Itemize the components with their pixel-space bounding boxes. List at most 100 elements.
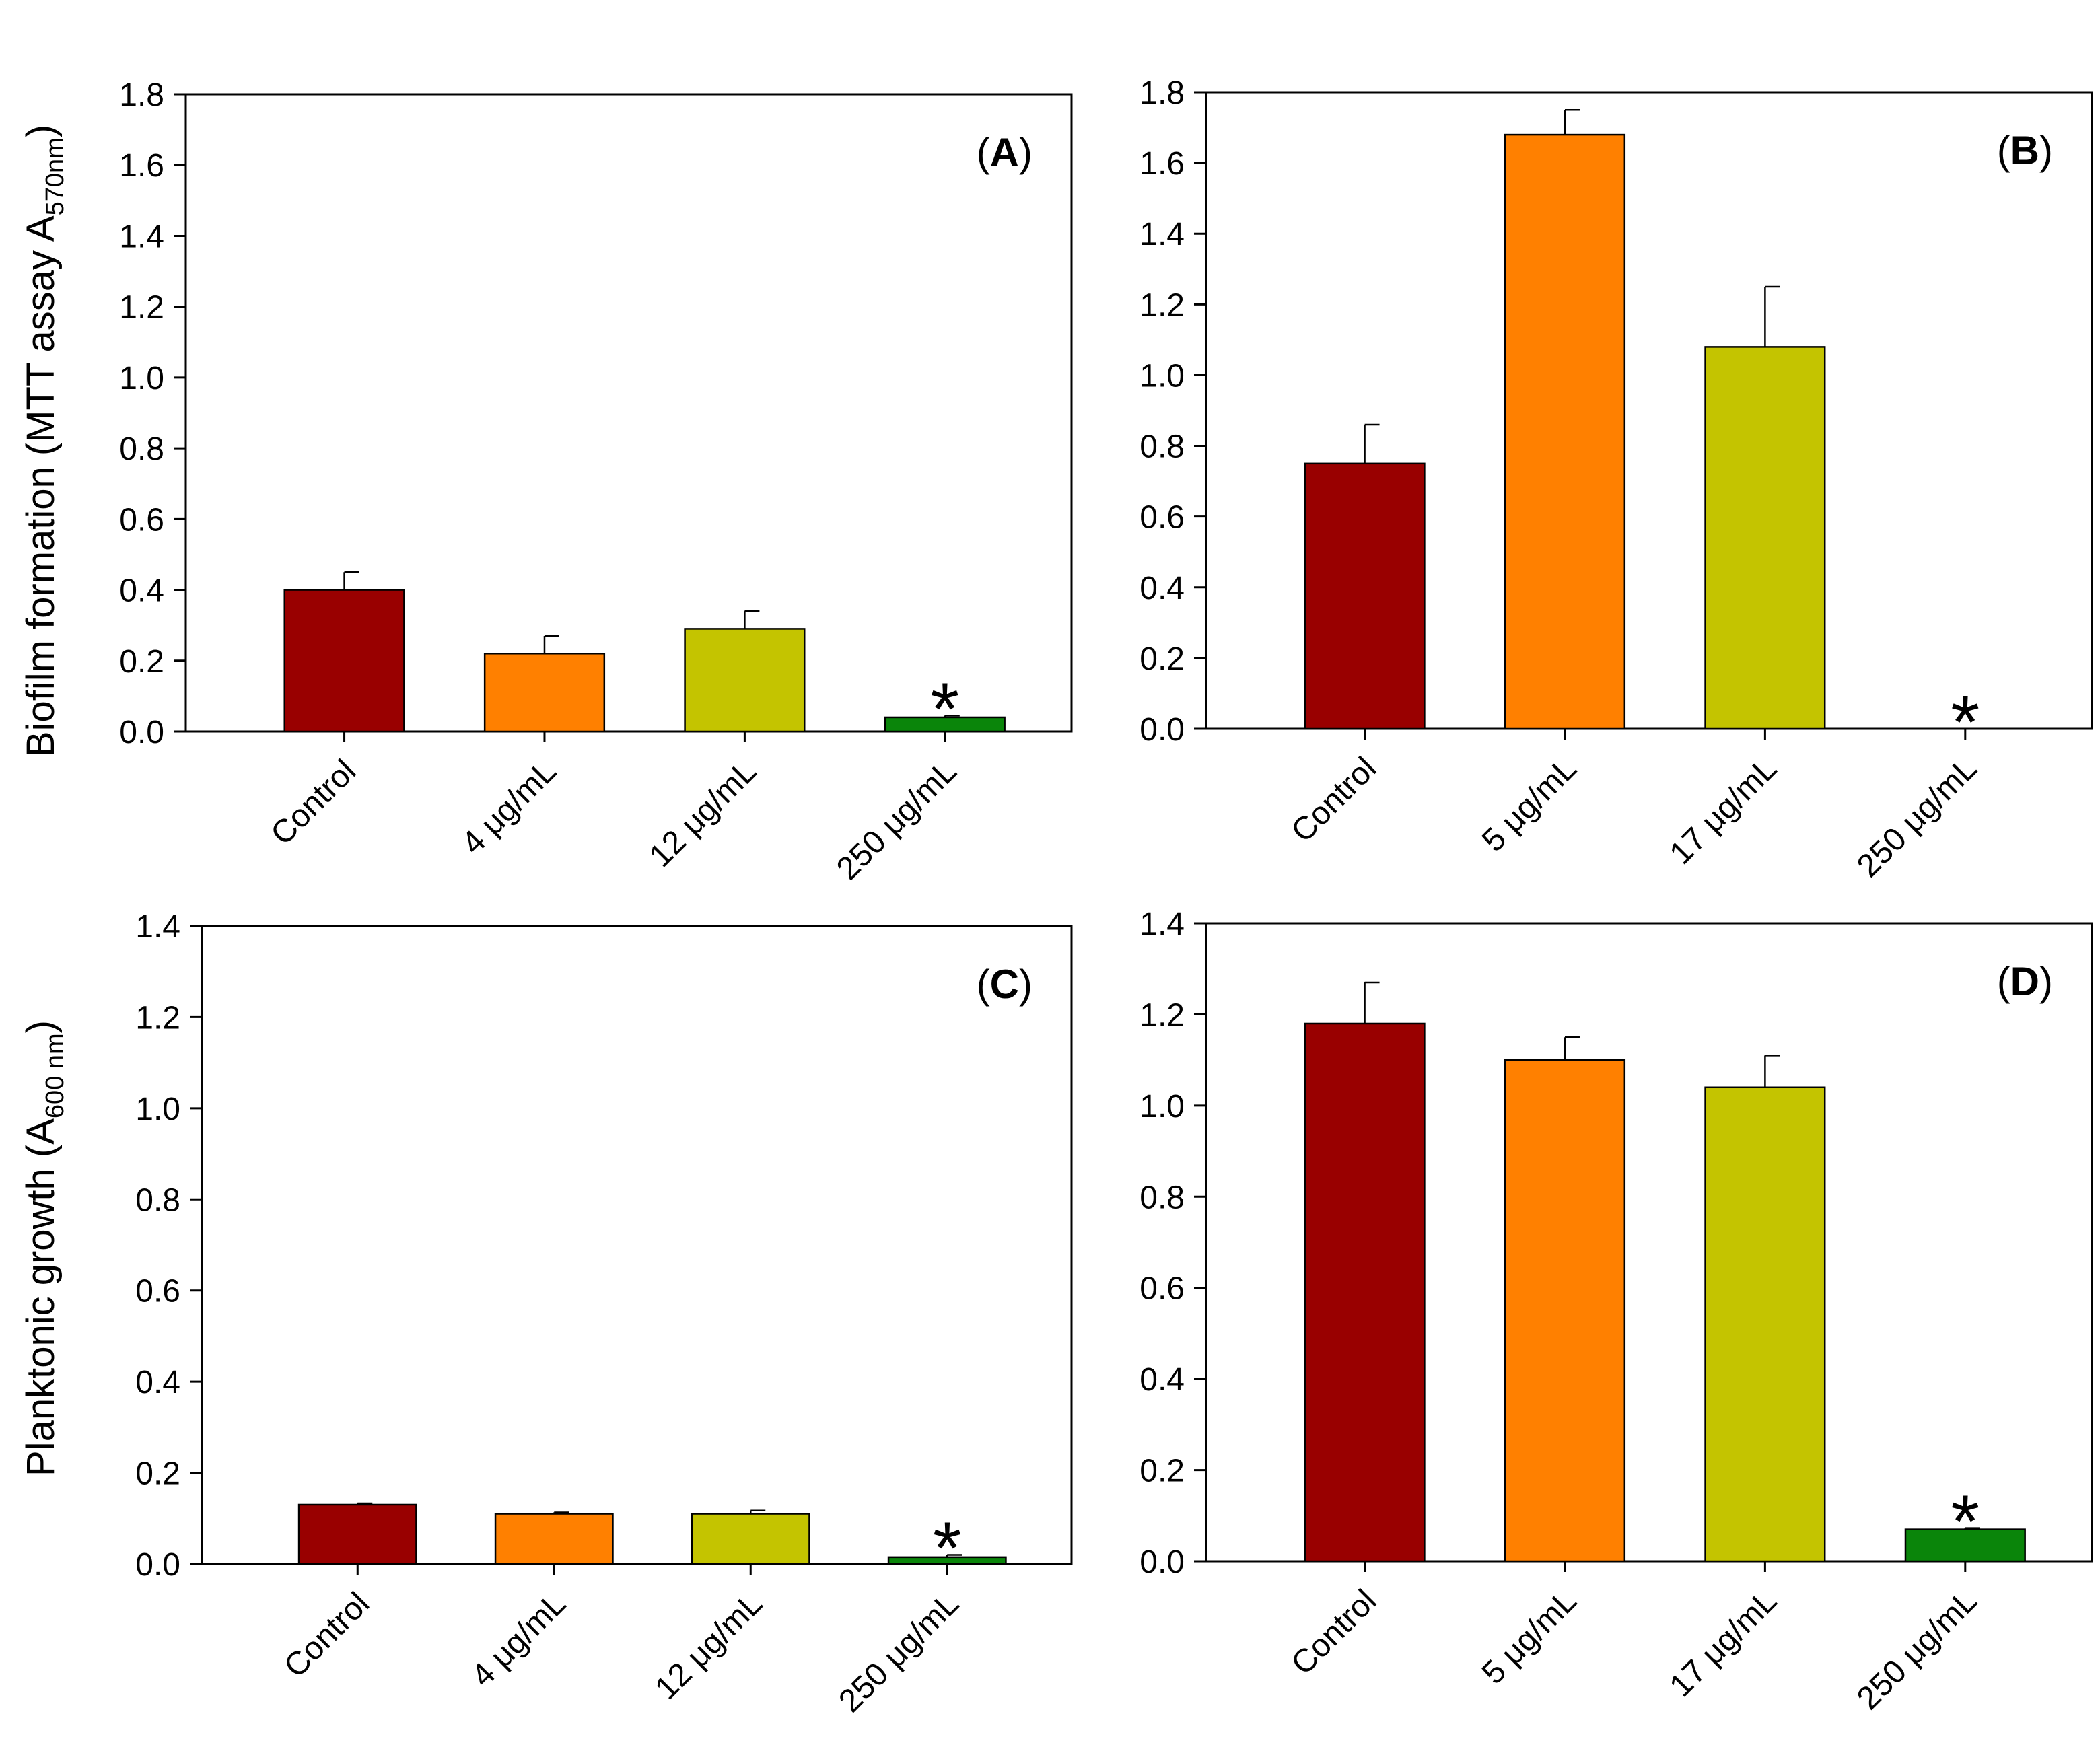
y-axis-label-planktonic-sub: 600 nm bbox=[41, 1033, 69, 1118]
y-tick-label-c: 0.8 bbox=[135, 1182, 180, 1218]
bar-b-2 bbox=[1504, 133, 1626, 730]
x-category-label-c-1: Control bbox=[277, 1585, 376, 1684]
y-tick-label-b: 1.2 bbox=[1140, 287, 1185, 323]
y-tick-label-a: 0.6 bbox=[119, 502, 164, 538]
y-tick-label-c: 0.0 bbox=[135, 1547, 180, 1583]
y-tick-label-a: 0.8 bbox=[119, 431, 164, 467]
panel-label-letter-c: C bbox=[990, 962, 1019, 1007]
panel-label-close-c: ) bbox=[1019, 962, 1032, 1007]
panel-label-open-c: ( bbox=[977, 962, 990, 1007]
x-category-label-a-3: 12 μg/mL bbox=[643, 753, 764, 874]
y-axis-label-biofilm-close: ) bbox=[19, 124, 63, 137]
panel-label-a: (A) bbox=[977, 130, 1032, 175]
y-tick-label-c: 1.0 bbox=[135, 1092, 180, 1127]
panel-label-open-a: ( bbox=[977, 130, 990, 175]
x-category-label-c-2: 4 μg/mL bbox=[464, 1585, 573, 1694]
y-tick-label-b: 0.8 bbox=[1140, 429, 1185, 465]
x-category-label-c-3: 12 μg/mL bbox=[648, 1585, 769, 1707]
bar-c-3 bbox=[691, 1513, 810, 1565]
panel-a: 0.0 0.2 0.4 0.6 0.8 1.0 1.2 1.4 1.6 1.8 Control 4 μ… bbox=[119, 77, 1073, 887]
x-category-label-d-1: Control bbox=[1284, 1583, 1383, 1682]
y-tick-label-c: 0.6 bbox=[135, 1274, 180, 1310]
panel-label-letter-d: D bbox=[2010, 959, 2039, 1004]
y-axis-label-planktonic-main: Planktonic growth (A bbox=[19, 1118, 63, 1476]
x-category-label-b-1: Control bbox=[1284, 750, 1383, 849]
y-tick-label-d: 0.2 bbox=[1140, 1454, 1185, 1489]
y-tick-label-b: 0.0 bbox=[1140, 712, 1185, 748]
bar-a-2 bbox=[483, 653, 606, 733]
y-tick-label-a: 1.0 bbox=[119, 361, 164, 396]
y-axis-label-biofilm-main: Biofilm formation (MTT assay A bbox=[19, 215, 63, 757]
y-tick-label-b: 0.4 bbox=[1140, 571, 1185, 606]
plot-frame-a bbox=[184, 93, 1073, 733]
bar-d-3 bbox=[1704, 1086, 1826, 1563]
y-tick-label-d: 0.6 bbox=[1140, 1271, 1185, 1307]
panel-label-close-d: ) bbox=[2039, 959, 2053, 1004]
y-tick-label-a: 1.4 bbox=[119, 219, 164, 254]
y-tick-label-d: 0.4 bbox=[1140, 1362, 1185, 1398]
panel-label-close-b: ) bbox=[2039, 128, 2053, 173]
x-category-label-d-4: 250 μg/mL bbox=[1850, 1583, 1984, 1717]
bar-d-1 bbox=[1304, 1022, 1426, 1563]
y-tick-label-b: 1.6 bbox=[1140, 146, 1185, 182]
y-tick-label-a: 1.8 bbox=[119, 77, 164, 113]
panel-label-letter-b: B bbox=[2010, 128, 2039, 173]
y-tick-label-d: 1.2 bbox=[1140, 997, 1185, 1033]
panel-label-close-a: ) bbox=[1019, 130, 1032, 175]
panel-label-b: (B) bbox=[1997, 128, 2053, 173]
x-category-label-b-3: 17 μg/mL bbox=[1663, 750, 1784, 871]
x-category-label-a-1: Control bbox=[264, 753, 363, 852]
significance-marker-a: * bbox=[930, 668, 959, 750]
bar-c-1 bbox=[298, 1503, 417, 1565]
y-tick-label-a: 0.2 bbox=[119, 644, 164, 680]
y-tick-label-a: 1.6 bbox=[119, 148, 164, 184]
y-tick-label-d: 1.0 bbox=[1140, 1089, 1185, 1124]
y-axis-label-biofilm-sub: 570nm bbox=[41, 137, 69, 215]
panel-b: 0.0 0.2 0.4 0.6 0.8 1.0 1.2 1.4 1.6 1.8 Control 5 μ… bbox=[1140, 75, 2093, 884]
y-tick-label-b: 1.0 bbox=[1140, 358, 1185, 394]
y-tick-label-c: 0.4 bbox=[135, 1365, 180, 1400]
y-tick-label-c: 0.2 bbox=[135, 1456, 180, 1492]
y-tick-label-c: 1.4 bbox=[135, 909, 180, 945]
y-tick-label-d: 1.4 bbox=[1140, 906, 1185, 942]
panel-label-letter-a: A bbox=[990, 130, 1019, 175]
x-category-label-b-4: 250 μg/mL bbox=[1850, 750, 1984, 884]
panel-label-open-b: ( bbox=[1997, 128, 2010, 173]
y-tick-label-b: 1.8 bbox=[1140, 75, 1185, 111]
y-tick-label-c: 1.2 bbox=[135, 1000, 180, 1036]
y-tick-label-d: 0.8 bbox=[1140, 1180, 1185, 1215]
bar-a-1 bbox=[283, 589, 405, 733]
significance-marker-c: * bbox=[933, 1507, 962, 1589]
panel-c: 0.0 0.2 0.4 0.6 0.8 1.0 1.2 1.4 Control 4 μg/mL 12… bbox=[135, 909, 1073, 1719]
y-axis-label-planktonic: Planktonic growth (A600 nm) bbox=[19, 1020, 69, 1476]
bar-b-3 bbox=[1704, 346, 1826, 730]
y-tick-label-b: 0.6 bbox=[1140, 500, 1185, 536]
bar-d-2 bbox=[1504, 1059, 1626, 1563]
plot-frame-b bbox=[1205, 91, 2093, 730]
bar-c-2 bbox=[494, 1513, 614, 1565]
bar-a-3 bbox=[684, 628, 806, 733]
x-category-label-d-2: 5 μg/mL bbox=[1475, 1583, 1584, 1691]
panel-label-c: (C) bbox=[977, 962, 1032, 1007]
y-tick-label-b: 0.2 bbox=[1140, 641, 1185, 677]
x-category-label-a-4: 250 μg/mL bbox=[830, 753, 964, 887]
panel-label-open-d: ( bbox=[1997, 959, 2010, 1004]
y-tick-label-d: 0.0 bbox=[1140, 1544, 1185, 1580]
y-axis-label-biofilm: Biofilm formation (MTT assay A570nm) bbox=[19, 124, 69, 757]
significance-marker-b: * bbox=[1951, 681, 1980, 764]
x-category-label-c-4: 250 μg/mL bbox=[832, 1585, 966, 1719]
plot-frame-c bbox=[201, 925, 1073, 1565]
y-tick-label-b: 1.4 bbox=[1140, 217, 1185, 252]
y-axis-label-planktonic-close: ) bbox=[19, 1020, 63, 1033]
chart-panels: 0.0 0.2 0.4 0.6 0.8 1.0 1.2 1.4 1.6 1.8 Control 4 μ… bbox=[119, 75, 2093, 1719]
x-category-label-d-3: 17 μg/mL bbox=[1663, 1583, 1784, 1704]
panel-d: 0.0 0.2 0.4 0.6 0.8 1.0 1.2 1.4 Control 5 μg/mL 17… bbox=[1140, 906, 2093, 1717]
plot-frame-d bbox=[1205, 922, 2093, 1563]
y-tick-label-a: 0.0 bbox=[119, 715, 164, 750]
x-category-label-a-2: 4 μg/mL bbox=[455, 753, 563, 861]
significance-marker-d: * bbox=[1951, 1480, 1980, 1563]
bar-b-1 bbox=[1304, 462, 1426, 730]
x-category-label-b-2: 5 μg/mL bbox=[1475, 750, 1584, 859]
y-tick-label-a: 1.2 bbox=[119, 290, 164, 326]
